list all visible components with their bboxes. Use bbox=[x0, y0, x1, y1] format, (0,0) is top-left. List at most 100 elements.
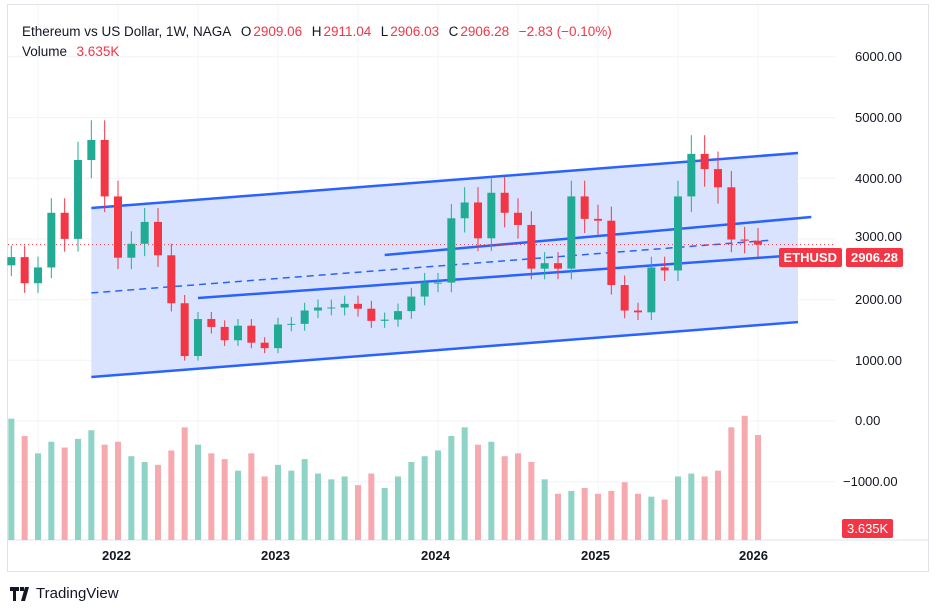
symbol-tag: ETHUSD bbox=[778, 248, 842, 267]
candle-body bbox=[314, 307, 322, 311]
candle-body bbox=[434, 282, 442, 284]
volume-bar bbox=[128, 456, 135, 540]
candle-body bbox=[207, 319, 216, 327]
volume-bar bbox=[621, 482, 628, 540]
volume-bar bbox=[448, 436, 455, 540]
candle-body bbox=[87, 139, 96, 160]
volume-bar bbox=[355, 485, 361, 540]
tradingview-logo[interactable]: TradingView bbox=[10, 585, 119, 602]
volume-bar bbox=[8, 418, 15, 540]
time-tick: 2025 bbox=[581, 548, 610, 563]
candle-body bbox=[7, 257, 16, 266]
price-tick: 4000.00 bbox=[855, 171, 902, 186]
candle-body bbox=[407, 296, 416, 312]
volume-bar bbox=[675, 476, 681, 540]
candle-body bbox=[60, 212, 69, 239]
volume-bar bbox=[461, 427, 468, 540]
price-tick: 0.00 bbox=[855, 413, 881, 428]
tradingview-icon bbox=[10, 586, 29, 601]
volume-bar bbox=[35, 453, 41, 540]
volume-bar bbox=[181, 427, 188, 540]
volume-bar bbox=[341, 476, 348, 540]
candle-body bbox=[380, 319, 389, 321]
volume-bar bbox=[261, 476, 268, 540]
volume-bar bbox=[61, 447, 68, 540]
volume-bar bbox=[408, 462, 415, 540]
price-tick: 1000.00 bbox=[855, 353, 902, 368]
candle-body bbox=[154, 221, 162, 256]
volume-bar bbox=[288, 470, 295, 540]
volume-value: 3.635K bbox=[76, 44, 120, 59]
channel-line bbox=[91, 239, 772, 294]
candle-body bbox=[580, 196, 589, 219]
candle-body bbox=[460, 202, 469, 219]
close-label: C bbox=[448, 24, 459, 39]
volume-label: Volume bbox=[22, 44, 68, 59]
volume-bar bbox=[208, 453, 215, 540]
volume-bar bbox=[75, 438, 81, 540]
candle-body bbox=[247, 325, 256, 343]
volume-bar bbox=[515, 453, 521, 540]
volume-bar bbox=[381, 488, 388, 540]
candle-body bbox=[194, 319, 202, 357]
candle-body bbox=[674, 196, 682, 271]
volume-bar bbox=[195, 444, 201, 540]
candle-body bbox=[47, 212, 56, 268]
high-label: H bbox=[311, 24, 322, 39]
price-tick: 3000.00 bbox=[855, 229, 902, 244]
volume-bar bbox=[701, 476, 708, 540]
candle-body bbox=[620, 285, 629, 311]
low-label: L bbox=[380, 24, 389, 39]
volume-bar bbox=[21, 436, 28, 540]
volume-bar bbox=[608, 490, 615, 540]
candle-body bbox=[394, 311, 402, 320]
volume-bar bbox=[648, 496, 655, 540]
volume-bar bbox=[728, 427, 735, 540]
candle-body bbox=[127, 243, 136, 258]
volume-bar bbox=[328, 479, 335, 540]
candle-body bbox=[700, 153, 709, 170]
volume-bar bbox=[501, 456, 508, 540]
volume-bar bbox=[48, 441, 55, 540]
candle-body bbox=[260, 342, 269, 349]
chart-legend: Ethereum vs US Dollar, 1W, NAGA O 2909.06… bbox=[22, 22, 614, 62]
candle-body bbox=[300, 310, 309, 324]
time-tick: 2026 bbox=[739, 548, 768, 563]
volume-bar bbox=[635, 493, 641, 540]
volume-bar bbox=[475, 444, 481, 540]
candle-body bbox=[740, 239, 749, 241]
volume-bar bbox=[541, 479, 548, 540]
volume-bar bbox=[395, 476, 401, 540]
volume-bar bbox=[595, 493, 601, 540]
volume-bar bbox=[88, 430, 95, 540]
candle-body bbox=[274, 324, 282, 349]
candle-body bbox=[74, 159, 82, 239]
candle-body bbox=[367, 308, 376, 321]
candle-body bbox=[180, 303, 189, 357]
volume-bar bbox=[661, 499, 668, 540]
candle-body bbox=[554, 263, 562, 269]
volume-bar bbox=[421, 456, 428, 540]
symbol-title: Ethereum vs US Dollar, 1W, NAGA bbox=[22, 24, 232, 39]
candle-body bbox=[447, 218, 456, 283]
volume-bar bbox=[301, 459, 308, 540]
candle-body bbox=[287, 323, 296, 325]
volume-bar bbox=[755, 434, 761, 540]
candle-body bbox=[114, 196, 122, 258]
volume-bar bbox=[368, 473, 375, 540]
candle-body bbox=[567, 196, 576, 269]
candle-body bbox=[100, 139, 109, 197]
price-tick: 6000.00 bbox=[855, 49, 902, 64]
time-tick: 2024 bbox=[421, 548, 450, 563]
candle-body bbox=[140, 221, 149, 244]
price-tick: 5000.00 bbox=[855, 110, 902, 125]
brand-name: TradingView bbox=[36, 585, 119, 602]
volume-bar bbox=[741, 415, 748, 540]
candle-body bbox=[514, 212, 522, 225]
volume-bar bbox=[221, 459, 228, 540]
high-value: 2911.04 bbox=[323, 24, 372, 39]
channel-line bbox=[197, 253, 799, 300]
candle-body bbox=[594, 218, 602, 221]
